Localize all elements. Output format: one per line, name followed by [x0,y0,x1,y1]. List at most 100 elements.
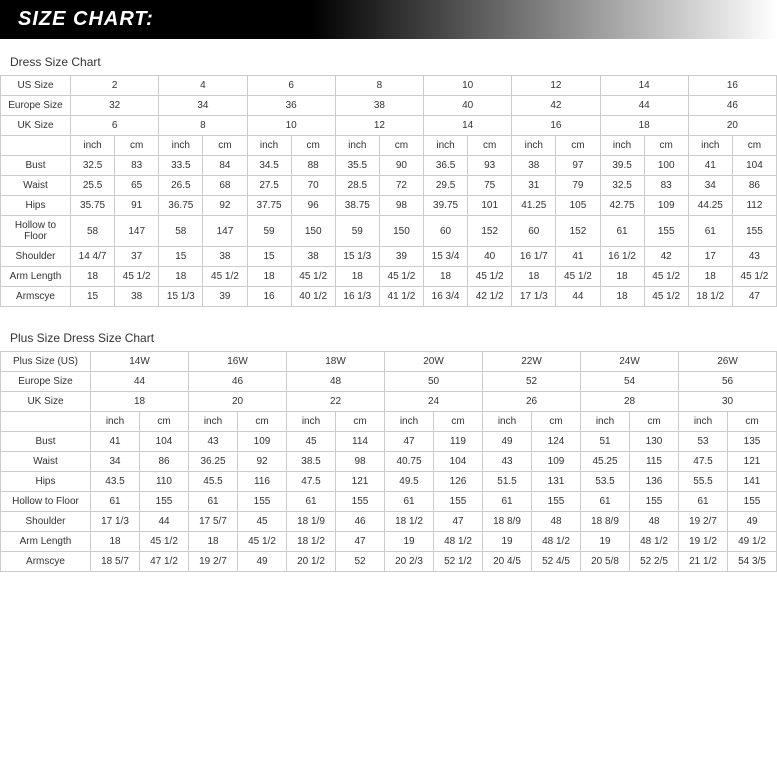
measure-cell: 55.5 [679,472,728,492]
size-cell: 28 [581,392,679,412]
unit-cell: inch [71,136,115,156]
size-cell: 14 [424,116,512,136]
unit-cell: cm [238,412,287,432]
measure-cell: 16 [247,287,291,307]
measure-cell: 17 5/7 [189,512,238,532]
unit-cell: inch [581,412,630,432]
measure-cell: 40 [468,247,512,267]
measure-cell: 155 [630,492,679,512]
size-cell: 20 [189,392,287,412]
measure-cell: 15 [71,287,115,307]
size-cell: 34 [159,96,247,116]
size-cell: 14W [91,352,189,372]
size-cell: 12 [335,116,423,136]
measure-row-label: Bust [1,432,91,452]
unit-cell: cm [556,136,600,156]
measure-cell: 45 1/2 [203,267,247,287]
measure-cell: 46 [336,512,385,532]
measure-cell: 45.5 [189,472,238,492]
measure-row-label: Waist [1,176,71,196]
size-cell: 44 [600,96,688,116]
measure-cell: 68 [203,176,247,196]
measure-cell: 152 [468,216,512,247]
measure-cell: 39 [379,247,423,267]
unit-cell: cm [140,412,189,432]
measure-cell: 53 [679,432,728,452]
measure-cell: 35.75 [71,196,115,216]
measure-cell: 48 1/2 [630,532,679,552]
measure-cell: 38.5 [287,452,336,472]
measure-cell: 100 [644,156,688,176]
unit-cell: cm [434,412,483,432]
measure-cell: 59 [335,216,379,247]
unit-cell: inch [483,412,532,432]
chart1-table: US Size246810121416Europe Size3234363840… [0,75,777,307]
measure-cell: 61 [483,492,532,512]
measure-cell: 98 [336,452,385,472]
size-cell: 22W [483,352,581,372]
size-cell: 36 [247,96,335,116]
measure-cell: 47 [434,512,483,532]
measure-cell: 70 [291,176,335,196]
size-cell: 18W [287,352,385,372]
unit-cell: cm [630,412,679,432]
measure-cell: 19 1/2 [679,532,728,552]
measure-cell: 19 2/7 [189,552,238,572]
size-cell: 8 [159,116,247,136]
measure-cell: 41 [556,247,600,267]
measure-cell: 90 [379,156,423,176]
measure-cell: 16 1/2 [600,247,644,267]
measure-cell: 86 [732,176,776,196]
measure-row-label: Hips [1,196,71,216]
measure-cell: 47 [732,287,776,307]
size-cell: 32 [71,96,159,116]
unit-cell: inch [385,412,434,432]
size-cell: 14 [600,76,688,96]
measure-cell: 36.5 [424,156,468,176]
size-cell: 42 [512,96,600,116]
measure-cell: 21 1/2 [679,552,728,572]
measure-cell: 49 [728,512,777,532]
measure-cell: 54 3/5 [728,552,777,572]
measure-cell: 141 [728,472,777,492]
measure-cell: 110 [140,472,189,492]
measure-cell: 34.5 [247,156,291,176]
unit-cell: cm [203,136,247,156]
measure-cell: 18 8/9 [483,512,532,532]
measure-cell: 45.25 [581,452,630,472]
measure-cell: 97 [556,156,600,176]
measure-cell: 18 1/2 [688,287,732,307]
size-cell: 26W [679,352,777,372]
size-cell: 52 [483,372,581,392]
measure-cell: 53.5 [581,472,630,492]
measure-cell: 32.5 [600,176,644,196]
measure-cell: 45 [287,432,336,452]
measure-cell: 59 [247,216,291,247]
measure-cell: 52 4/5 [532,552,581,572]
measure-cell: 45 1/2 [291,267,335,287]
measure-cell: 18 [91,532,140,552]
measure-cell: 35.5 [335,156,379,176]
measure-cell: 32.5 [71,156,115,176]
measure-cell: 27.5 [247,176,291,196]
measure-cell: 52 [336,552,385,572]
measure-cell: 41 [688,156,732,176]
measure-cell: 152 [556,216,600,247]
measure-cell: 147 [203,216,247,247]
size-row-label: UK Size [1,116,71,136]
measure-cell: 19 2/7 [679,512,728,532]
measure-cell: 36.25 [189,452,238,472]
measure-cell: 155 [336,492,385,512]
size-cell: 18 [91,392,189,412]
measure-cell: 41 1/2 [379,287,423,307]
measure-cell: 43 [483,452,532,472]
measure-cell: 112 [732,196,776,216]
unit-cell: inch [247,136,291,156]
measure-cell: 39 [203,287,247,307]
measure-cell: 31 [512,176,556,196]
chart1-title: Dress Size Chart [0,49,777,75]
measure-cell: 61 [91,492,140,512]
measure-cell: 45 1/2 [468,267,512,287]
measure-cell: 49 [238,552,287,572]
measure-row-label: Hollow to Floor [1,492,91,512]
